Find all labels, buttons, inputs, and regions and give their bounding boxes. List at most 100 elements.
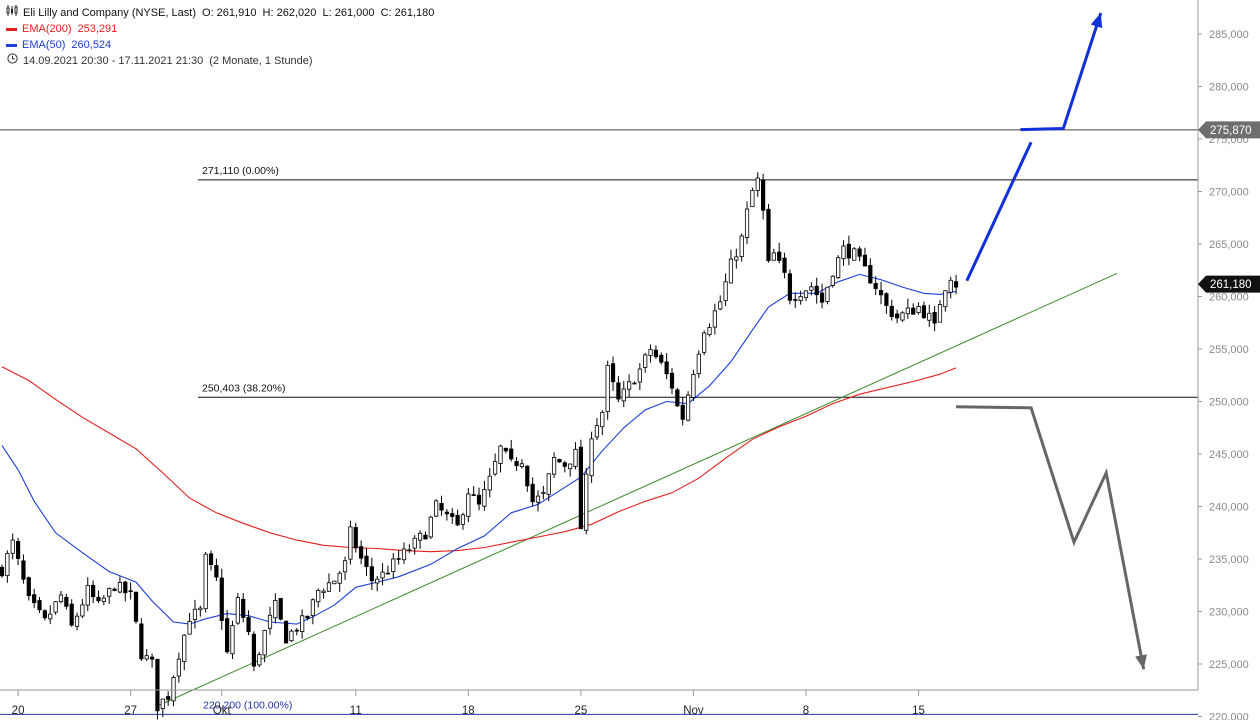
candle[interactable] (621, 381, 626, 408)
candle[interactable] (310, 598, 315, 625)
candle[interactable] (948, 276, 953, 299)
candle[interactable] (26, 576, 31, 601)
candle[interactable] (15, 537, 21, 566)
candle[interactable] (761, 173, 766, 220)
candle[interactable] (916, 302, 921, 315)
candle[interactable] (525, 465, 530, 492)
candle[interactable] (814, 277, 819, 304)
candle[interactable] (321, 588, 326, 599)
candle[interactable] (144, 649, 149, 662)
candle[interactable] (836, 255, 841, 279)
candle[interactable] (691, 369, 696, 401)
legend-ema200[interactable]: EMA(200) 253,291 (6, 21, 434, 37)
candle[interactable] (192, 599, 198, 629)
candle[interactable] (466, 488, 471, 523)
candle[interactable] (696, 350, 701, 378)
candle[interactable] (921, 301, 927, 319)
candle[interactable] (568, 463, 573, 477)
candle[interactable] (364, 548, 369, 576)
candle[interactable] (112, 587, 117, 592)
candle[interactable] (171, 675, 176, 707)
candle[interactable] (953, 274, 959, 295)
candle[interactable] (219, 568, 224, 630)
candle[interactable] (155, 658, 160, 720)
candle[interactable] (149, 653, 155, 668)
candle[interactable] (123, 580, 128, 602)
candle[interactable] (514, 456, 519, 471)
candle[interactable] (251, 631, 257, 672)
candle[interactable] (267, 606, 273, 635)
ema50-curve[interactable] (1, 273, 957, 625)
candle[interactable] (530, 477, 535, 507)
candle[interactable] (889, 299, 894, 321)
candle[interactable] (868, 258, 873, 284)
candle[interactable] (450, 508, 455, 524)
candle[interactable] (21, 554, 26, 584)
candle[interactable] (337, 571, 342, 592)
candle[interactable] (669, 367, 675, 395)
candle[interactable] (444, 508, 449, 521)
candle[interactable] (535, 490, 541, 512)
candle[interactable] (128, 582, 133, 600)
candle[interactable] (182, 634, 187, 671)
candle[interactable] (584, 467, 589, 535)
candle[interactable] (69, 599, 74, 627)
candle[interactable] (0, 564, 5, 578)
candle[interactable] (294, 627, 299, 636)
candle[interactable] (803, 290, 809, 302)
candle[interactable] (862, 247, 868, 267)
candle[interactable] (117, 576, 123, 594)
candle[interactable] (787, 269, 793, 305)
candle[interactable] (85, 577, 90, 612)
candle[interactable] (750, 187, 755, 208)
candle[interactable] (74, 612, 80, 631)
candle[interactable] (305, 615, 310, 621)
candle[interactable] (793, 292, 798, 308)
candle[interactable] (498, 444, 503, 473)
candle[interactable] (927, 304, 932, 328)
candle[interactable] (744, 201, 750, 245)
candle[interactable] (439, 495, 444, 516)
candle[interactable] (648, 344, 653, 363)
candle[interactable] (423, 531, 428, 540)
candle[interactable] (782, 252, 787, 279)
candle[interactable] (160, 698, 165, 718)
candle[interactable] (241, 593, 246, 623)
candle[interactable] (176, 652, 181, 683)
candle[interactable] (353, 522, 358, 553)
candle[interactable] (728, 249, 734, 284)
candle[interactable] (133, 591, 139, 624)
candle[interactable] (830, 275, 835, 288)
candle[interactable] (187, 612, 192, 635)
candle[interactable] (101, 595, 106, 606)
candle[interactable] (798, 290, 803, 305)
candle[interactable] (825, 286, 830, 305)
candle[interactable] (246, 610, 251, 636)
candle[interactable] (58, 591, 64, 604)
candle[interactable] (37, 597, 42, 613)
candle[interactable] (664, 353, 669, 380)
candle[interactable] (300, 609, 305, 639)
candle[interactable] (359, 540, 364, 565)
candle[interactable] (273, 593, 278, 624)
candle[interactable] (332, 580, 337, 585)
candle[interactable] (943, 290, 948, 312)
candle[interactable] (342, 556, 348, 580)
candle[interactable] (407, 544, 412, 553)
candle[interactable] (755, 172, 760, 197)
candle[interactable] (493, 453, 498, 476)
candle[interactable] (262, 629, 267, 663)
candle[interactable] (10, 533, 15, 560)
candle[interactable] (380, 563, 385, 586)
candle[interactable] (627, 374, 632, 398)
candle[interactable] (509, 439, 514, 462)
candle[interactable] (283, 620, 289, 644)
candle[interactable] (208, 550, 214, 571)
candle[interactable] (214, 558, 219, 582)
candle[interactable] (643, 352, 648, 373)
candle[interactable] (905, 298, 910, 319)
candle[interactable] (653, 345, 659, 359)
candle[interactable] (637, 363, 642, 391)
candle[interactable] (235, 593, 240, 625)
